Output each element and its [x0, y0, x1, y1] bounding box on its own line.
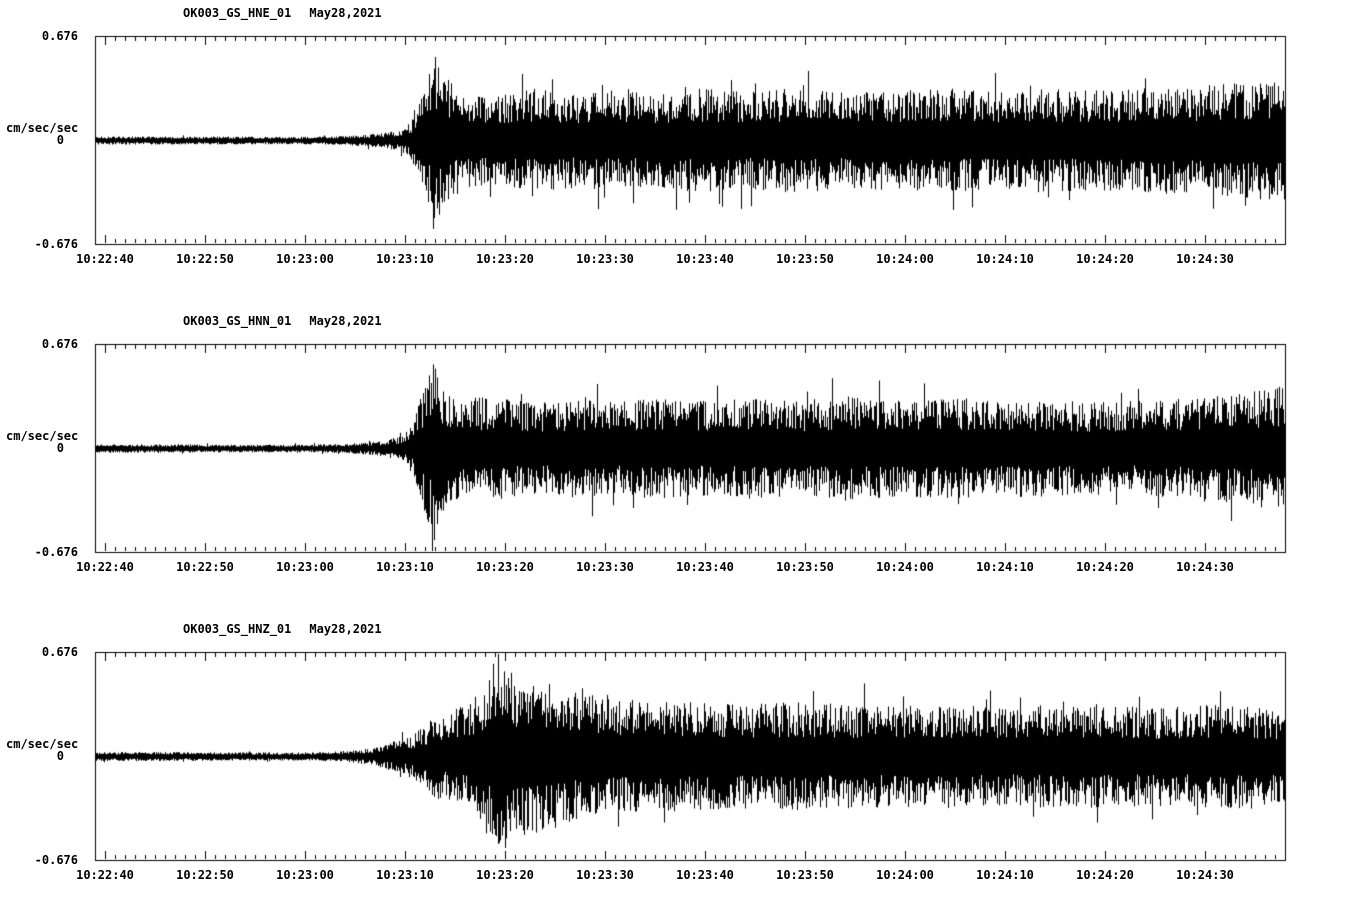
x-tick-label: 10:22:40: [76, 560, 134, 574]
y-axis-unit-label: cm/sec/sec: [6, 737, 79, 751]
waveform-canvas: [0, 616, 1358, 924]
x-tick-label: 10:23:10: [376, 868, 434, 882]
seismogram-panel-hne: OK003_GS_HNE_01 May28,2021 0.676 cm/sec/s…: [0, 0, 1358, 308]
x-tick-label: 10:23:30: [576, 560, 634, 574]
x-tick-label: 10:23:20: [476, 868, 534, 882]
x-tick-label: 10:22:50: [176, 252, 234, 266]
y-tick-zero: 0: [56, 441, 64, 455]
seismogram-panel-hnz: OK003_GS_HNZ_01 May28,2021 0.676 cm/sec/s…: [0, 616, 1358, 924]
x-tick-label: 10:24:30: [1176, 252, 1234, 266]
x-tick-label: 10:23:00: [276, 868, 334, 882]
date-label: May28,2021: [309, 314, 382, 328]
x-tick-label: 10:22:40: [76, 868, 134, 882]
y-tick-zero: 0: [56, 133, 64, 147]
x-tick-label: 10:24:20: [1076, 868, 1134, 882]
y-tick-max: 0.676: [41, 29, 78, 43]
panel-title: OK003_GS_HNZ_01 May28,2021: [183, 622, 382, 636]
x-tick-label: 10:24:30: [1176, 560, 1234, 574]
x-tick-label: 10:23:50: [776, 868, 834, 882]
x-tick-label: 10:24:00: [876, 252, 934, 266]
x-tick-label: 10:24:00: [876, 560, 934, 574]
date-label: May28,2021: [309, 6, 382, 20]
x-tick-label: 10:23:50: [776, 252, 834, 266]
x-tick-label: 10:24:20: [1076, 560, 1134, 574]
channel-label: OK003_GS_HNZ_01: [183, 622, 292, 636]
waveform-canvas: [0, 0, 1358, 308]
seismogram-panel-hnn: OK003_GS_HNN_01 May28,2021 0.676 cm/sec/s…: [0, 308, 1358, 616]
panel-title: OK003_GS_HNE_01 May28,2021: [183, 6, 382, 20]
y-tick-min: -0.676: [34, 853, 78, 867]
y-axis-unit-label: cm/sec/sec: [6, 429, 79, 443]
x-tick-label: 10:22:50: [176, 560, 234, 574]
y-axis-unit-label: cm/sec/sec: [6, 121, 79, 135]
x-tick-label: 10:23:00: [276, 560, 334, 574]
x-tick-label: 10:23:50: [776, 560, 834, 574]
channel-label: OK003_GS_HNN_01: [183, 314, 292, 328]
y-tick-zero: 0: [56, 749, 64, 763]
y-tick-min: -0.676: [34, 237, 78, 251]
x-tick-label: 10:23:20: [476, 252, 534, 266]
y-tick-min: -0.676: [34, 545, 78, 559]
waveform-canvas: [0, 308, 1358, 616]
date-label: May28,2021: [309, 622, 382, 636]
x-tick-label: 10:23:30: [576, 252, 634, 266]
panel-title: OK003_GS_HNN_01 May28,2021: [183, 314, 382, 328]
y-tick-max: 0.676: [41, 645, 78, 659]
x-tick-label: 10:23:40: [676, 868, 734, 882]
x-tick-label: 10:23:40: [676, 252, 734, 266]
x-tick-label: 10:23:20: [476, 560, 534, 574]
x-tick-label: 10:23:40: [676, 560, 734, 574]
x-tick-label: 10:24:20: [1076, 252, 1134, 266]
x-tick-label: 10:23:30: [576, 868, 634, 882]
x-tick-label: 10:23:00: [276, 252, 334, 266]
x-tick-label: 10:22:40: [76, 252, 134, 266]
x-tick-label: 10:24:10: [976, 560, 1034, 574]
x-tick-label: 10:24:10: [976, 252, 1034, 266]
x-tick-label: 10:24:30: [1176, 868, 1234, 882]
y-tick-max: 0.676: [41, 337, 78, 351]
x-tick-label: 10:24:10: [976, 868, 1034, 882]
x-tick-label: 10:23:10: [376, 560, 434, 574]
x-tick-label: 10:24:00: [876, 868, 934, 882]
channel-label: OK003_GS_HNE_01: [183, 6, 292, 20]
x-tick-label: 10:22:50: [176, 868, 234, 882]
x-tick-label: 10:23:10: [376, 252, 434, 266]
